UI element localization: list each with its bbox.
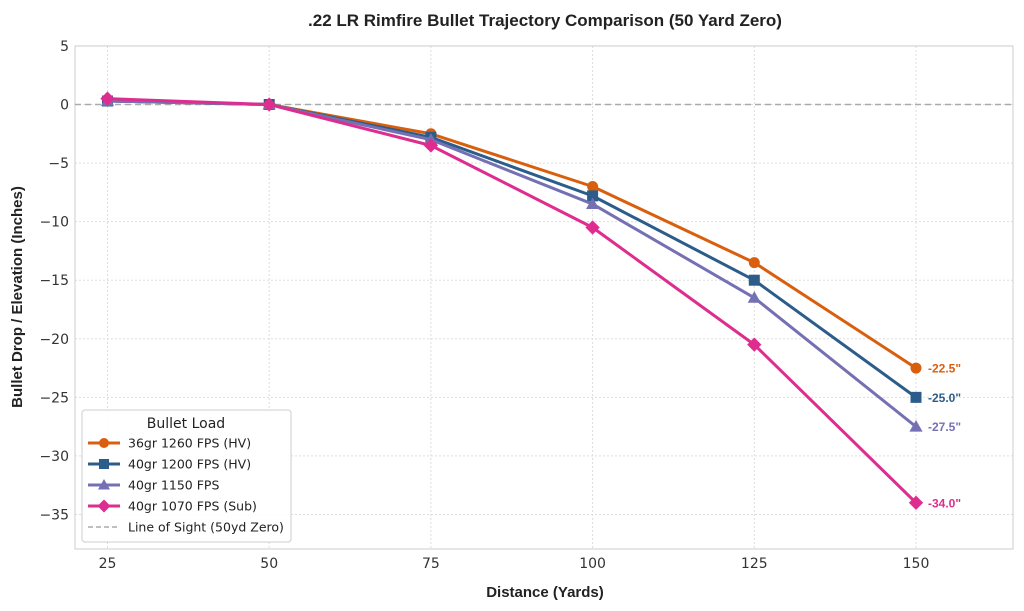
x-tick-label: 50	[260, 556, 278, 572]
x-tick-label: 25	[99, 556, 117, 572]
legend-swatch-marker	[99, 459, 109, 469]
legend-box	[81, 409, 292, 543]
legend-label: 36gr 1260 FPS (HV)	[128, 436, 251, 451]
data-point	[747, 291, 761, 303]
y-tick-label: −10	[39, 215, 69, 231]
legend-label: 40gr 1070 FPS (Sub)	[128, 499, 257, 514]
x-tick-label: 150	[903, 556, 930, 572]
y-tick-label: −35	[39, 508, 69, 524]
end-value-label: -25.0"	[928, 391, 961, 405]
legend-label: 40gr 1200 FPS (HV)	[128, 457, 251, 472]
series-line	[106, 97, 918, 505]
legend-label: 40gr 1150 FPS	[128, 478, 219, 493]
legend-items: 36gr 1260 FPS (HV) 40gr 1200 FPS (HV) 40gr…	[88, 436, 284, 535]
chart-title: .22 LR Rimfire Bullet Trajectory Compari…	[308, 11, 782, 30]
data-point	[910, 391, 922, 403]
series-group: -22.5" -25.0" -27.5" -34.0"	[100, 91, 961, 510]
legend-swatch-marker	[97, 499, 111, 513]
legend-item: 40gr 1070 FPS (Sub)	[88, 499, 257, 514]
y-tick-label: −20	[39, 332, 69, 348]
data-point	[587, 190, 599, 202]
legend-swatch-marker	[99, 438, 109, 448]
y-tick-label: 5	[60, 39, 69, 55]
data-point	[748, 257, 760, 269]
y-axis-ticks: 5 0 −5 −10 −15 −20 −25 −30 −35	[39, 39, 69, 524]
x-tick-label: 75	[422, 556, 440, 572]
legend-item: Line of Sight (50yd Zero)	[88, 520, 284, 535]
data-point	[587, 181, 599, 192]
legend-swatch-marker	[98, 479, 110, 490]
legend-item: 36gr 1260 FPS (HV)	[88, 436, 251, 451]
data-point	[748, 274, 760, 286]
legend: Bullet Load 36gr 1260 FPS (HV) 40gr 1200 …	[81, 409, 292, 543]
y-tick-label: −25	[39, 390, 69, 406]
end-value-label: -34.0"	[928, 496, 961, 510]
y-tick-label: −15	[39, 273, 69, 289]
data-point	[423, 138, 439, 153]
legend-item: 40gr 1200 FPS (HV)	[88, 457, 251, 472]
legend-item: 40gr 1150 FPS	[88, 478, 219, 493]
x-tick-label: 125	[741, 556, 768, 572]
data-point	[585, 220, 600, 235]
legend-label: Line of Sight (50yd Zero)	[128, 520, 284, 535]
data-point	[908, 495, 924, 510]
plot-frame	[74, 45, 1014, 550]
x-tick-label: 100	[579, 556, 606, 572]
legend-title: Bullet Load	[147, 416, 225, 432]
y-axis-label: Bullet Drop / Elevation (Inches)	[9, 186, 26, 408]
x-axis-label: Distance (Yards)	[486, 584, 604, 601]
data-point	[747, 337, 762, 352]
data-point	[910, 362, 922, 374]
data-point	[100, 91, 115, 106]
end-value-label: -27.5"	[928, 420, 961, 434]
end-value-label: -22.5"	[928, 362, 961, 376]
data-point	[586, 197, 600, 210]
y-tick-label: −30	[39, 449, 69, 465]
x-axis-ticks: 25 50 75 100 125 150	[99, 556, 930, 572]
y-tick-label: −5	[48, 156, 69, 172]
y-tick-label: 0	[60, 98, 69, 114]
data-point	[262, 97, 277, 112]
series-4: -34.0"	[100, 91, 961, 510]
data-point	[909, 420, 923, 432]
